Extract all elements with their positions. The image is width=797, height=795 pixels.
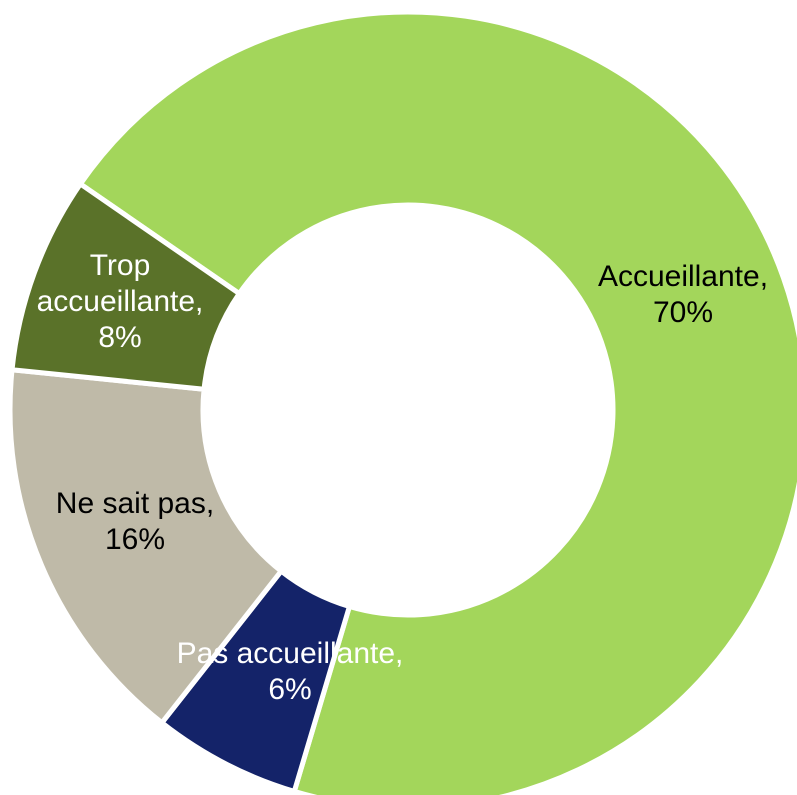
category-label: Trop accueillante, (36, 249, 204, 318)
category-label: Accueillante, (597, 260, 769, 293)
value-label: 16% (104, 523, 166, 556)
segment-label: Ne sait pas, 16% (25, 486, 245, 558)
donut-segment (7, 367, 285, 727)
value-label: 6% (268, 673, 312, 706)
category-label: Ne sait pas, (55, 487, 215, 520)
segment-label: Pas accueillante, 6% (175, 636, 405, 708)
value-label: 8% (98, 321, 142, 354)
category-label: Pas accueillante, (176, 637, 404, 670)
donut-segment (9, 180, 243, 393)
segment-label: Accueillante, 70% (563, 259, 797, 331)
donut-segment (76, 9, 797, 795)
segment-label: Trop accueillante, 8% (15, 248, 225, 356)
value-label: 70% (652, 296, 714, 329)
